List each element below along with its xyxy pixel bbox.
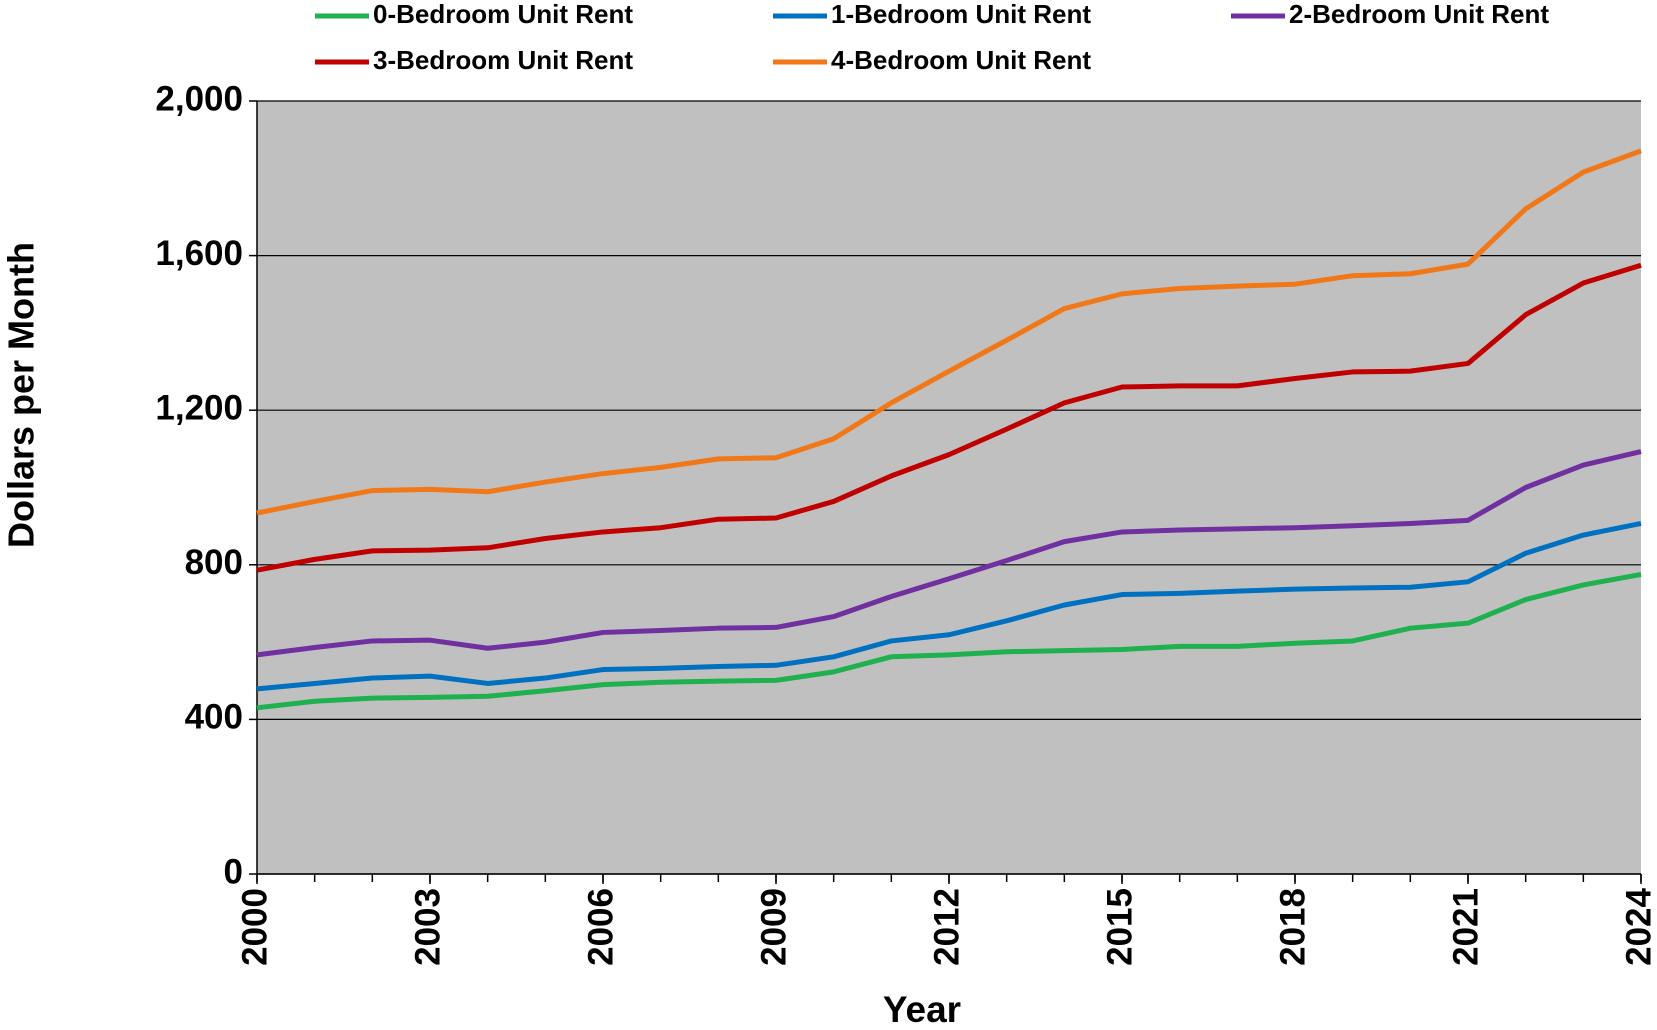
- x-tick-label: 2000: [235, 888, 274, 966]
- series-line: [256, 262, 1642, 573]
- x-tick-label: 2018: [1273, 888, 1312, 966]
- y-tick-label: 1,200: [155, 388, 243, 427]
- x-tick-label: 2015: [1100, 888, 1139, 966]
- x-tick-label: 2003: [408, 888, 447, 966]
- series-line: [256, 572, 1642, 711]
- y-tick-label: 1,600: [155, 234, 243, 273]
- legend-label: 4-Bedroom Unit Rent: [831, 45, 1091, 75]
- y-tick-label: 2,000: [155, 79, 243, 118]
- y-axis-title: Dollars per Month: [1, 242, 42, 548]
- x-axis-title: Year: [883, 989, 961, 1030]
- legend-label: 2-Bedroom Unit Rent: [1289, 0, 1549, 29]
- y-tick-label: 800: [185, 543, 243, 582]
- plot-area: [257, 101, 1641, 874]
- y-tick-label: 400: [185, 698, 243, 737]
- x-tick-label: 2006: [581, 888, 620, 966]
- series-line: [256, 148, 1642, 516]
- x-tick-label: 2009: [754, 888, 793, 966]
- series-line: [256, 449, 1642, 658]
- legend-label: 3-Bedroom Unit Rent: [373, 45, 633, 75]
- legend-label: 0-Bedroom Unit Rent: [373, 0, 633, 29]
- x-tick-label: 2021: [1446, 888, 1485, 966]
- x-tick-label: 2012: [927, 888, 966, 966]
- legend-label: 1-Bedroom Unit Rent: [831, 0, 1091, 29]
- y-tick-label: 0: [224, 852, 243, 891]
- x-tick-label: 2024: [1619, 887, 1657, 965]
- series-line: [256, 520, 1642, 692]
